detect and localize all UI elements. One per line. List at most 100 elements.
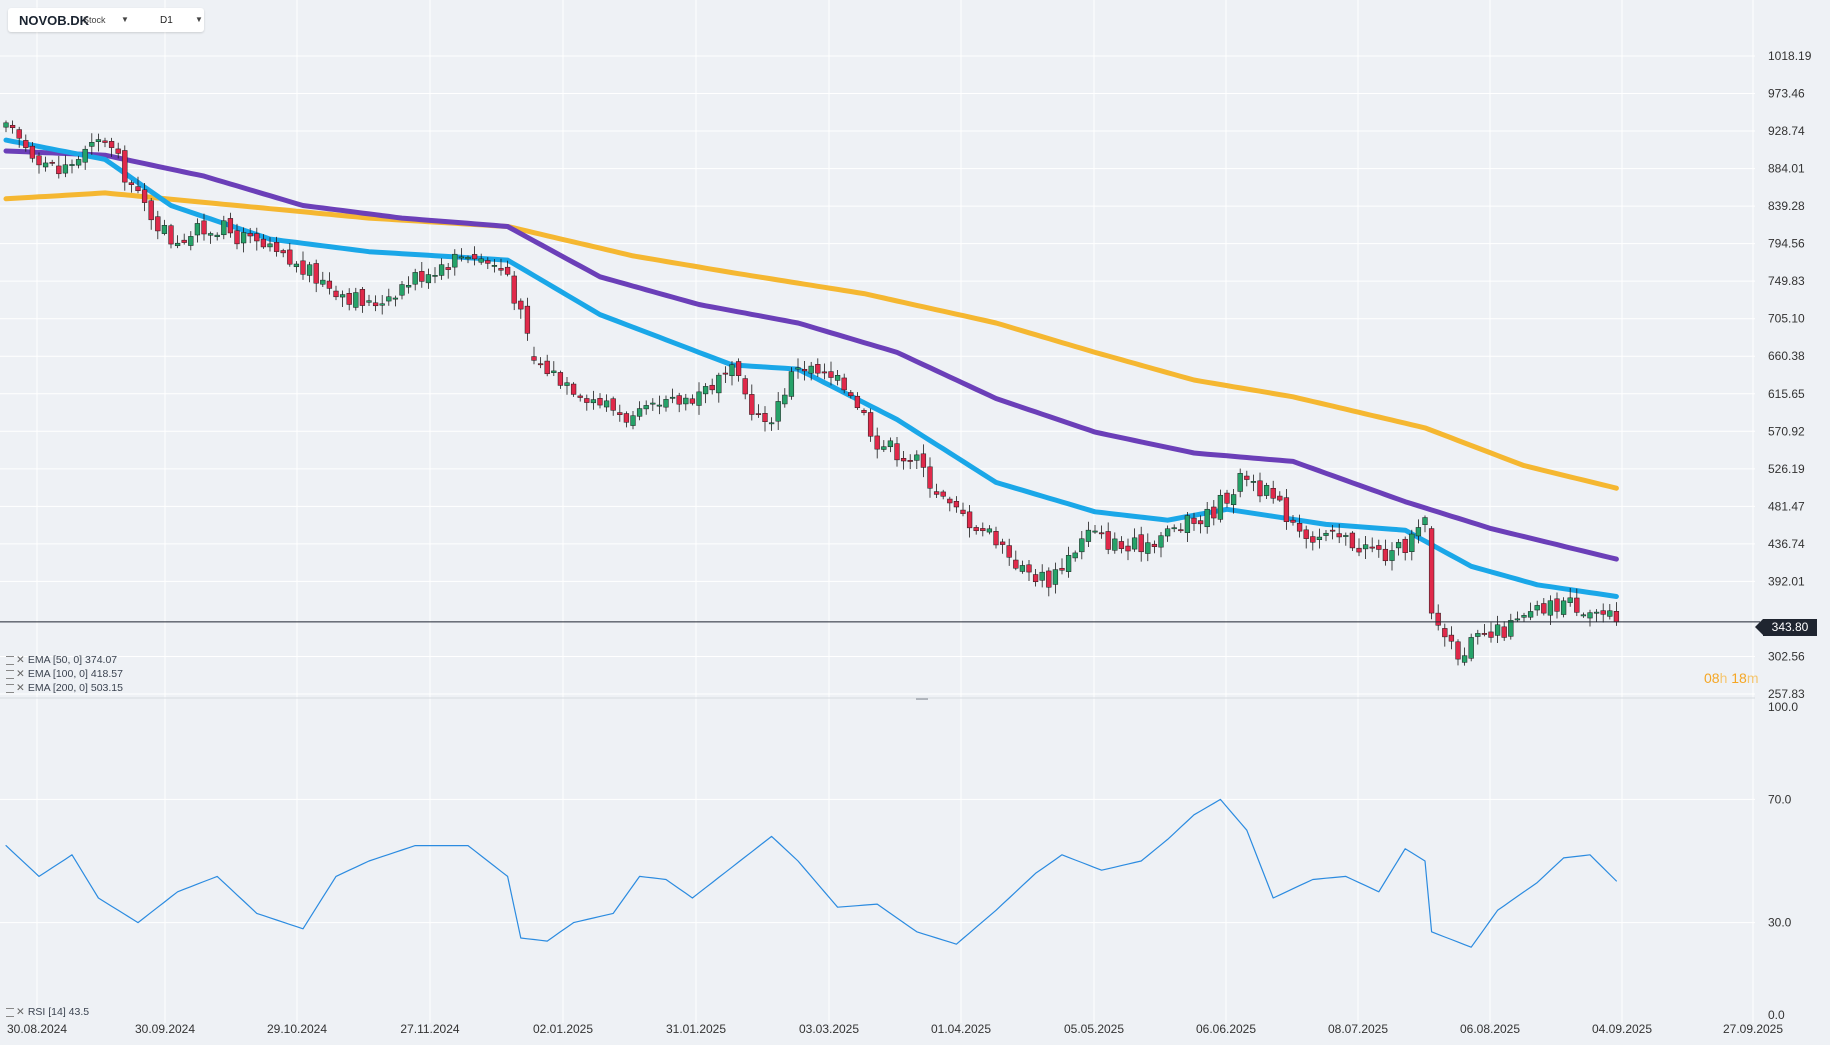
candle-body	[320, 279, 326, 285]
symbol-dropdown-icon[interactable]: ▼	[121, 15, 129, 24]
candle-body	[102, 140, 108, 143]
candle-body	[1019, 565, 1026, 572]
candle-body	[1343, 535, 1349, 537]
candle-body	[1488, 631, 1494, 638]
candle-body	[1541, 603, 1547, 614]
countdown-hours-unit: h	[1719, 670, 1728, 686]
candle-body	[848, 392, 854, 397]
candle-body	[1006, 545, 1012, 558]
candle-body	[498, 268, 504, 271]
candle-body	[122, 150, 128, 183]
candle-body	[1574, 597, 1580, 613]
symbol-selector[interactable]: NOVOB.DK Stock ▼ D1 ▼	[8, 8, 204, 32]
candle-body	[1409, 533, 1415, 552]
candle-body	[597, 398, 603, 406]
candle-body	[1145, 542, 1151, 554]
price-tick-label: 749.83	[1768, 274, 1805, 288]
candle-body	[1296, 523, 1303, 532]
candle-body	[386, 296, 392, 302]
candles-layer	[3, 120, 1620, 666]
candle-body	[808, 365, 814, 374]
price-tick-label: 392.01	[1768, 574, 1805, 588]
candle-body	[1362, 544, 1369, 550]
candle-body	[564, 382, 570, 386]
candle-body	[1085, 529, 1092, 542]
ema100-line	[3, 148, 1619, 562]
candle-body	[1389, 550, 1395, 561]
candle-body	[1501, 626, 1507, 638]
candle-body	[1468, 637, 1474, 659]
candle-body	[762, 413, 768, 422]
close-icon[interactable]: ✕	[16, 682, 25, 694]
date-tick-label: 31.01.2025	[666, 1022, 726, 1036]
price-tick-label: 794.56	[1768, 237, 1805, 251]
candle-body	[656, 404, 663, 407]
countdown-hours: 08	[1704, 670, 1720, 686]
candle-body	[56, 165, 62, 175]
legend-ema200[interactable]: ✕ EMA [200, 0] 503.15	[6, 682, 123, 694]
candle-body	[1448, 634, 1455, 642]
legend-rsi[interactable]: ✕ RSI [14] 43.5	[6, 1006, 89, 1018]
candle-body	[9, 124, 16, 129]
candle-body	[1567, 597, 1573, 603]
indicator-settings-icon[interactable]	[6, 669, 14, 679]
date-tick-label: 27.09.2025	[1723, 1022, 1783, 1036]
candle-body	[1422, 517, 1428, 525]
candle-body	[1428, 528, 1435, 614]
candle-body	[1316, 536, 1323, 540]
candle-body	[1230, 494, 1237, 505]
candle-body	[1607, 610, 1613, 617]
candle-body	[1164, 528, 1171, 537]
candle-body	[881, 446, 887, 450]
candle-body	[874, 435, 880, 450]
candle-body	[1125, 545, 1131, 552]
rsi-tick-label: 70.0	[1768, 792, 1792, 806]
price-tick-label: 436.74	[1768, 537, 1805, 551]
candle-body	[273, 242, 280, 252]
date-tick-label: 30.08.2024	[7, 1022, 67, 1036]
timeframe-label[interactable]: D1	[160, 15, 173, 26]
close-icon[interactable]: ✕	[16, 1006, 25, 1018]
candle-body	[95, 139, 102, 142]
candle-body	[69, 164, 75, 166]
candle-body	[1356, 547, 1362, 553]
indicator-settings-icon[interactable]	[6, 683, 14, 693]
candle-body	[1112, 538, 1118, 551]
candle-body	[1138, 534, 1144, 553]
candle-body	[306, 264, 313, 276]
candle-body	[3, 122, 9, 128]
candle-body	[1435, 612, 1441, 626]
indicator-settings-icon[interactable]	[6, 1007, 14, 1017]
candle-body	[353, 292, 359, 308]
legend-rsi-text: RSI [14] 43.5	[27, 1006, 90, 1018]
close-icon[interactable]: ✕	[16, 668, 25, 680]
candle-body	[531, 356, 537, 361]
candle-body	[1178, 529, 1184, 532]
close-icon[interactable]: ✕	[16, 654, 25, 666]
candle-body	[234, 230, 240, 245]
candle-countdown: 08h 18m	[1704, 670, 1759, 686]
date-tick-label: 29.10.2024	[267, 1022, 327, 1036]
candle-body	[1059, 567, 1065, 571]
symbol-name: NOVOB.DK	[19, 13, 90, 28]
candle-body	[1105, 531, 1111, 550]
indicator-settings-icon[interactable]	[6, 655, 14, 665]
candle-body	[518, 300, 524, 310]
candle-body	[669, 396, 676, 399]
candle-body	[1455, 641, 1461, 660]
legend-ema50[interactable]: ✕ EMA [50, 0] 374.07	[6, 654, 117, 666]
countdown-minutes: 18	[1731, 670, 1747, 686]
candle-body	[89, 142, 95, 147]
timeframe-dropdown-icon[interactable]: ▼	[195, 15, 203, 24]
price-tick-label: 705.10	[1768, 312, 1805, 326]
candle-body	[887, 440, 894, 448]
candle-body	[1600, 610, 1606, 615]
rsi-tick-label: 30.0	[1768, 916, 1792, 930]
candle-body	[933, 491, 940, 495]
candle-body	[155, 216, 161, 232]
legend-ema100[interactable]: ✕ EMA [100, 0] 418.57	[6, 668, 123, 680]
candle-body	[834, 375, 841, 381]
candle-body	[511, 275, 517, 304]
